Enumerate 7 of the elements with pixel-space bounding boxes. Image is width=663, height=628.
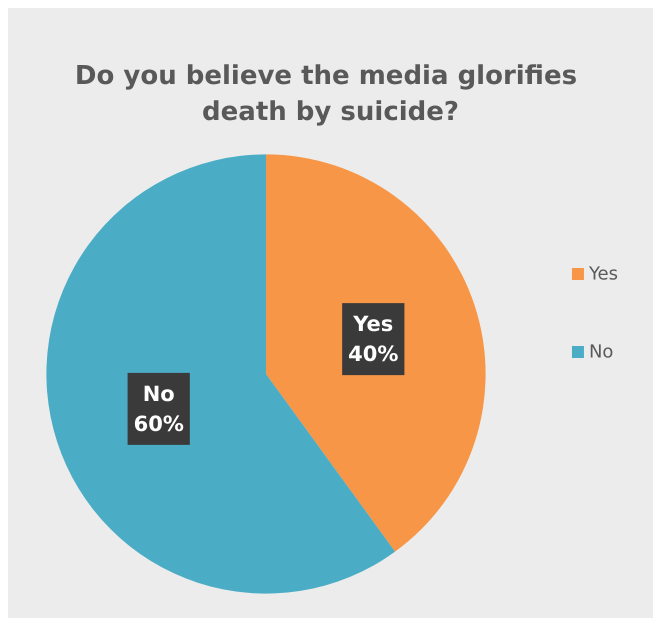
slice-label: Yes [352, 312, 394, 336]
chart-title: Do you believe the media glorifies death by suicide? [74, 61, 586, 127]
legend-label: Yes [588, 264, 618, 284]
data-label: 40% [348, 342, 398, 366]
slice-label: No [142, 382, 175, 406]
data-label: 60% [134, 412, 184, 436]
legend-label: No [588, 342, 614, 362]
